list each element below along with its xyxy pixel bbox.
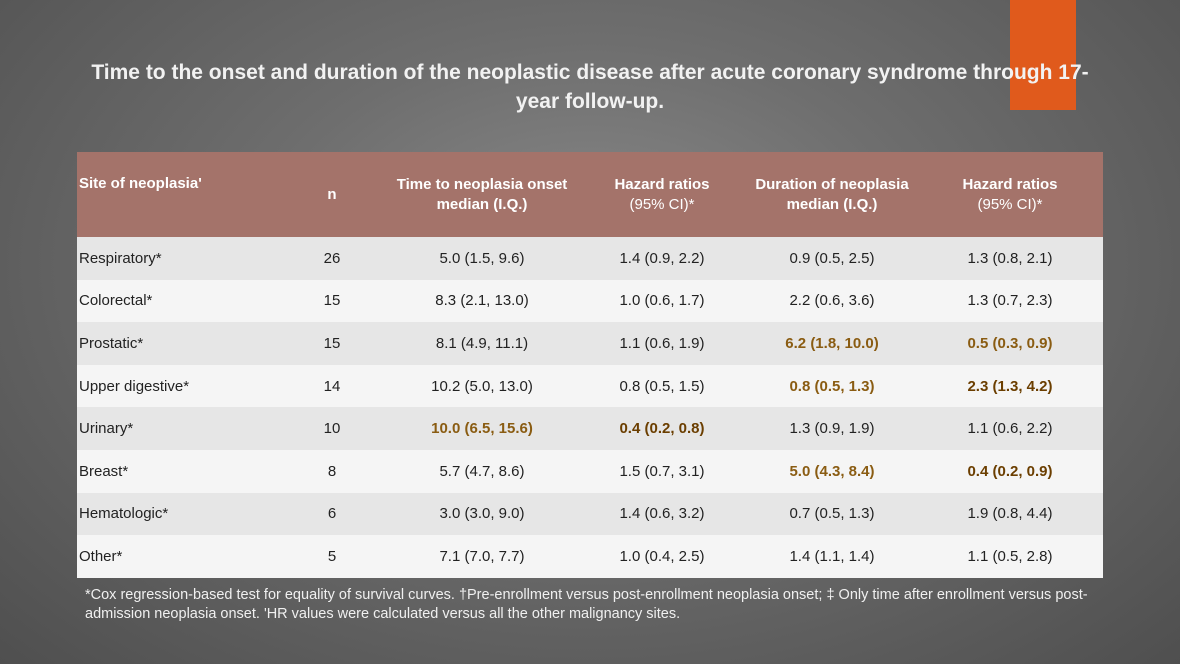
cell-site: Colorectal* [79, 292, 153, 310]
table-row: Colorectal* 15 8.3 (2.1, 13.0) 1.0 (0.6,… [77, 279, 1103, 323]
cell-n: 14 [323, 377, 341, 395]
table-row: Respiratory* 26 5.0 (1.5, 9.6) 1.4 (0.9,… [77, 237, 1103, 280]
cell-n: 15 [323, 292, 341, 310]
header-hr1-ci: (95% CI)* [629, 195, 695, 213]
header-duration: Duration of neoplasia median (I.Q.) [755, 175, 909, 213]
header-site: Site of neoplasia' [79, 175, 202, 192]
cell-n: 5 [327, 547, 337, 565]
cell-n: 10 [323, 420, 341, 438]
cell-duration: 6.2 (1.8, 10.0) [785, 334, 879, 352]
cell-hr2: 0.5 (0.3, 0.9) [967, 334, 1053, 352]
cell-hr1: 1.5 (0.7, 3.1) [619, 462, 705, 480]
cell-duration: 0.8 (0.5, 1.3) [789, 377, 875, 395]
cell-site: Breast* [79, 462, 129, 480]
cell-time: 10.2 (5.0, 13.0) [431, 377, 533, 395]
cell-time: 7.1 (7.0, 7.7) [439, 547, 525, 565]
header-hazard-ratio-2: Hazard ratios (95% CI)* [917, 152, 1103, 237]
table-row: Prostatic* 15 8.1 (4.9, 11.1) 1.1 (0.6, … [77, 322, 1103, 365]
cell-duration: 1.4 (1.1, 1.4) [789, 547, 875, 565]
header-hr2-ci: (95% CI)* [977, 195, 1043, 213]
table-footnote: *Cox regression-based test for equality … [85, 587, 1088, 622]
cell-hr2: 1.9 (0.8, 4.4) [967, 505, 1053, 523]
table-row: Urinary* 10 10.0 (6.5, 15.6) 0.4 (0.2, 0… [77, 407, 1103, 450]
cell-n: 15 [323, 334, 341, 352]
header-hr2-label: Hazard ratios [962, 175, 1058, 193]
cell-hr1: 1.4 (0.9, 2.2) [619, 249, 705, 267]
cell-hr2: 1.1 (0.6, 2.2) [967, 420, 1053, 438]
cell-hr1: 1.0 (0.4, 2.5) [619, 547, 705, 565]
cell-duration: 0.9 (0.5, 2.5) [789, 249, 875, 267]
cell-hr1: 0.4 (0.2, 0.8) [619, 420, 705, 438]
table-row: Hematologic* 6 3.0 (3.0, 9.0) 1.4 (0.6, … [77, 492, 1103, 536]
cell-site: Urinary* [79, 420, 134, 438]
table-row: Upper digestive* 14 10.2 (5.0, 13.0) 0.8… [77, 364, 1103, 408]
cell-time: 8.1 (4.9, 11.1) [435, 334, 529, 352]
cell-hr2: 1.3 (0.8, 2.1) [967, 249, 1053, 267]
cell-n: 26 [323, 249, 341, 267]
cell-hr2: 2.3 (1.3, 4.2) [967, 377, 1053, 395]
cell-time: 5.0 (1.5, 9.6) [439, 249, 525, 267]
header-hazard-ratio-1: Hazard ratios (95% CI)* [577, 152, 747, 237]
cell-time: 3.0 (3.0, 9.0) [439, 505, 525, 523]
table-row: Other* 5 7.1 (7.0, 7.7) 1.0 (0.4, 2.5) 1… [77, 535, 1103, 578]
cell-hr2: 0.4 (0.2, 0.9) [967, 462, 1053, 480]
cell-n: 8 [327, 462, 337, 480]
cell-time: 5.7 (4.7, 8.6) [439, 462, 525, 480]
cell-duration: 2.2 (0.6, 3.6) [789, 292, 875, 310]
cell-duration: 1.3 (0.9, 1.9) [789, 420, 875, 438]
cell-hr1: 0.8 (0.5, 1.5) [619, 377, 705, 395]
cell-n: 6 [327, 505, 337, 523]
header-n: n [327, 185, 337, 203]
orange-accent-bar [1010, 0, 1076, 110]
cell-hr2: 1.3 (0.7, 2.3) [967, 292, 1053, 310]
slide-title: Time to the onset and duration of the ne… [91, 61, 1089, 113]
cell-duration: 5.0 (4.3, 8.4) [789, 462, 875, 480]
cell-site: Other* [79, 547, 123, 565]
table-row: Breast* 8 5.7 (4.7, 8.6) 1.5 (0.7, 3.1) … [77, 449, 1103, 493]
cell-hr2: 1.1 (0.5, 2.8) [967, 547, 1053, 565]
cell-hr1: 1.4 (0.6, 3.2) [619, 505, 705, 523]
cell-hr1: 1.1 (0.6, 1.9) [619, 334, 705, 352]
cell-time: 8.3 (2.1, 13.0) [435, 292, 529, 310]
table-header-row: Site of neoplasia' n Time to neoplasia o… [77, 152, 1103, 237]
cell-site: Respiratory* [79, 249, 162, 267]
cell-site: Prostatic* [79, 334, 144, 352]
cell-hr1: 1.0 (0.6, 1.7) [619, 292, 705, 310]
cell-site: Hematologic* [79, 505, 169, 523]
header-time-onset: Time to neoplasia onset median (I.Q.) [396, 175, 568, 213]
cell-duration: 0.7 (0.5, 1.3) [789, 505, 875, 523]
cell-site: Upper digestive* [79, 377, 190, 395]
header-hr1-label: Hazard ratios [614, 175, 710, 193]
neoplasia-table: Site of neoplasia' n Time to neoplasia o… [77, 152, 1103, 578]
cell-time: 10.0 (6.5, 15.6) [431, 420, 533, 438]
